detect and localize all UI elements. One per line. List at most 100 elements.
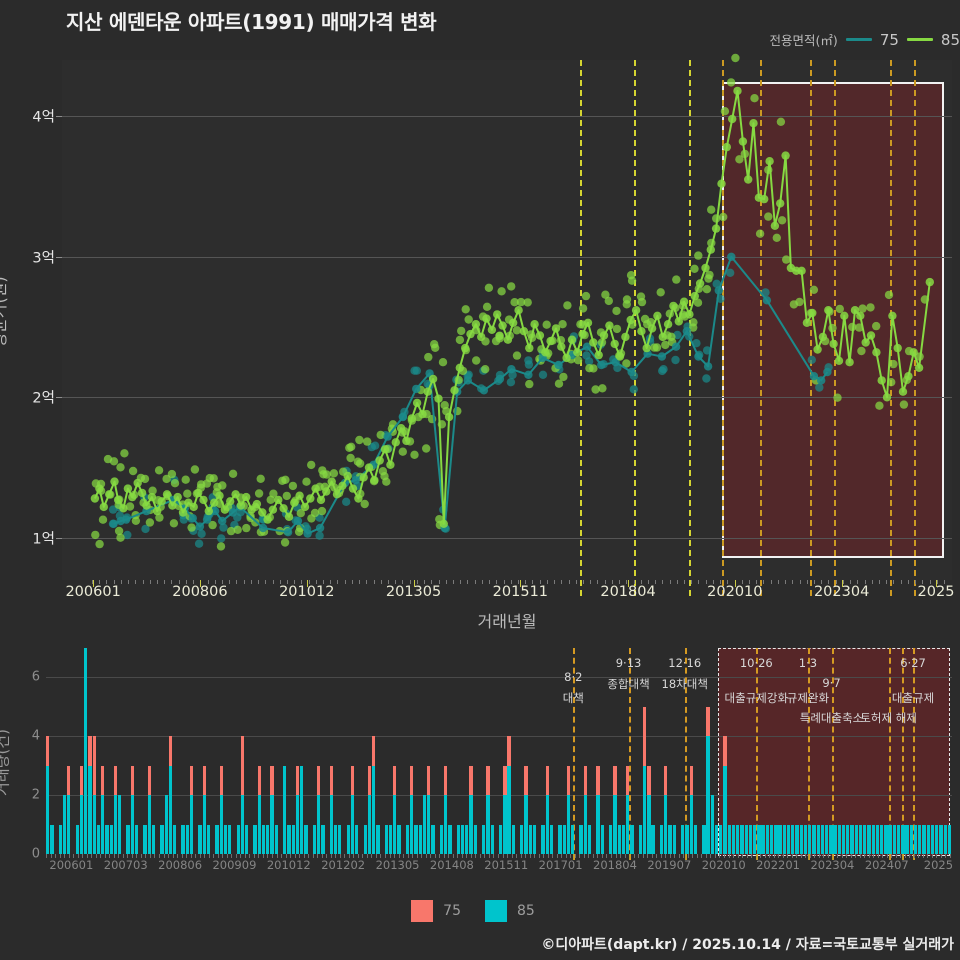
minor-tick (409, 580, 411, 584)
data-point-75 (188, 514, 197, 523)
data-point-raw-75 (370, 441, 380, 450)
data-point-raw-85 (181, 475, 190, 484)
data-point-85 (701, 263, 710, 273)
policy-vline (722, 60, 725, 596)
data-point-raw-75 (629, 385, 638, 394)
data-point-raw-85 (307, 460, 316, 470)
volume-bar-85 (448, 824, 452, 854)
minor-tick (208, 854, 210, 858)
data-point-raw-75 (807, 355, 816, 364)
price-chart-xlabel: 거래년월 (477, 612, 537, 631)
data-point-raw-75 (123, 530, 132, 540)
minor-tick (714, 854, 716, 858)
minor-tick (940, 854, 942, 858)
minor-tick (86, 854, 88, 858)
data-point-85 (189, 502, 198, 512)
data-point-raw-85 (114, 526, 124, 536)
data-point-raw-85 (672, 275, 681, 284)
volume-bar-85 (757, 824, 761, 854)
volume-bar-75 (130, 765, 134, 796)
minor-tick (556, 854, 558, 858)
minor-tick (164, 580, 166, 584)
minor-tick (950, 854, 951, 858)
minor-tick (64, 854, 66, 858)
minor-tick (805, 854, 807, 858)
data-point-85 (322, 487, 331, 496)
data-point-85 (706, 245, 715, 254)
volume-bar-85 (456, 824, 460, 854)
data-point-85 (781, 151, 790, 160)
minor-tick (425, 854, 427, 858)
volume-bar-75 (316, 765, 321, 796)
minor-tick (669, 854, 671, 858)
data-point-85 (471, 320, 481, 329)
data-point-raw-85 (573, 356, 583, 365)
volume-bar-85 (405, 824, 410, 854)
volume-bar-85 (460, 824, 465, 854)
data-point-raw-75 (702, 374, 711, 383)
data-point-85 (653, 311, 662, 320)
volume-bar-85 (863, 824, 867, 854)
data-point-85 (110, 477, 119, 486)
price-chart[interactable]: 1억 2억 3억 4억 200601 200806 201012 201305 201511 20… (32, 53, 954, 600)
minor-tick (710, 854, 712, 858)
minor-tick (696, 854, 698, 858)
volume-bar-85 (283, 765, 287, 854)
volume-bar-85 (850, 824, 854, 854)
data-point-raw-85 (689, 318, 698, 327)
minor-tick (687, 854, 689, 858)
volume-bar-85 (562, 824, 566, 854)
data-point-raw-85 (481, 365, 490, 374)
data-point-raw-85 (601, 290, 610, 299)
minor-tick (207, 580, 209, 584)
price-chart-xtick: 201511 (492, 584, 549, 600)
minor-tick (236, 580, 238, 584)
tick-mark (888, 854, 890, 860)
volume-bar-85 (312, 824, 317, 854)
minor-tick (931, 854, 933, 858)
data-point-85 (439, 519, 448, 528)
data-point-85 (327, 477, 336, 486)
data-point-raw-85 (154, 466, 164, 475)
minor-tick (213, 854, 215, 858)
volume-bar-85 (833, 824, 837, 854)
minor-tick (561, 580, 563, 584)
minor-tick (145, 854, 147, 858)
tick-mark (684, 854, 686, 860)
minor-tick (882, 854, 884, 858)
data-point-85 (893, 343, 902, 353)
volume-bar-85 (62, 795, 67, 854)
minor-tick (842, 580, 844, 584)
policy-vline (831, 648, 834, 860)
minor-tick (727, 580, 729, 584)
volume-bar-75 (427, 765, 431, 796)
volume-bar-75 (147, 765, 151, 796)
data-point-85 (147, 492, 157, 502)
data-point-75 (817, 376, 826, 385)
minor-tick (281, 854, 283, 858)
volume-bar-85 (786, 824, 791, 854)
policy-annotation-date: 9·13 (615, 656, 642, 670)
data-point-85 (770, 221, 780, 230)
minor-tick (128, 580, 130, 584)
data-point-75 (463, 376, 472, 385)
minor-tick (181, 854, 183, 858)
price-chart-xtick: 2025 (917, 584, 955, 600)
data-point-85 (797, 266, 806, 275)
policy-annotation-label: 대책 (562, 691, 584, 705)
data-point-raw-85 (438, 358, 448, 367)
data-point-85 (168, 501, 177, 510)
volume-bar-85 (841, 824, 846, 854)
volume-bar-85 (837, 824, 842, 854)
minor-tick (728, 854, 730, 858)
minor-tick (796, 854, 798, 858)
volume-bar-85 (706, 736, 710, 854)
volume-chart[interactable]: 8·2 대책 9·13 종합대책 12·16 18차대책 10·26 대출규제강화 1·3 규제완… (32, 648, 953, 872)
data-point-raw-85 (120, 449, 129, 458)
minor-tick (705, 580, 707, 584)
minor-tick (177, 854, 179, 858)
data-point-85 (153, 506, 162, 516)
data-point-raw-85 (431, 343, 440, 352)
minor-tick (629, 854, 631, 858)
data-point-raw-85 (858, 304, 867, 313)
